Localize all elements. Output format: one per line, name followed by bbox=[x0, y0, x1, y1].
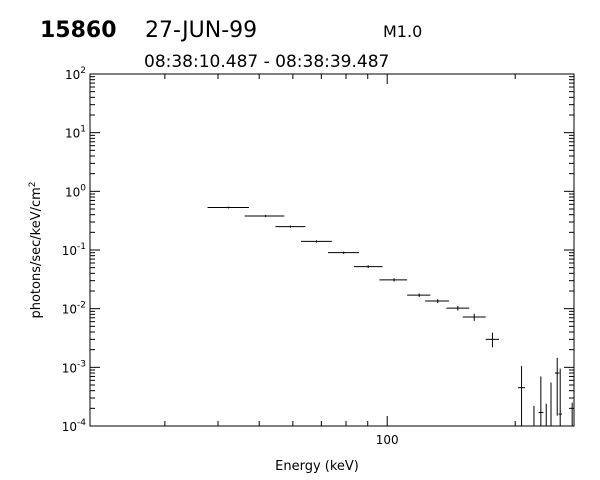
y-axis-label: photons/sec/keV/cm2 bbox=[28, 181, 44, 318]
data-point bbox=[353, 265, 383, 269]
data-point bbox=[571, 402, 574, 427]
data-point bbox=[425, 299, 450, 303]
y-tick-label-exponent: -1 bbox=[77, 242, 86, 252]
time-range: 08:38:10.487 - 08:38:39.487 bbox=[144, 52, 389, 72]
data-point bbox=[328, 251, 359, 254]
observation-date: 27-JUN-99 bbox=[145, 18, 257, 43]
y-tick-label-exponent: 2 bbox=[80, 66, 86, 76]
y-tick-label-base: 10 bbox=[65, 185, 80, 199]
y-tick-label-base: 10 bbox=[62, 361, 77, 375]
data-point bbox=[446, 306, 470, 311]
data-point bbox=[300, 240, 332, 243]
y-tick-label-exponent: 1 bbox=[80, 125, 86, 135]
x-tick-label: 100 bbox=[376, 433, 399, 447]
y-tick-label-base: 10 bbox=[65, 127, 80, 141]
y-tick-label: 102 bbox=[65, 66, 86, 82]
y-axis-label-text: photons/sec/keV/cm bbox=[29, 187, 44, 318]
data-point bbox=[244, 214, 285, 218]
y-tick-label: 10-3 bbox=[62, 359, 86, 375]
y-tick-label-exponent: -3 bbox=[77, 359, 86, 369]
y-tick-label-base: 10 bbox=[65, 68, 80, 82]
plot-frame bbox=[89, 73, 575, 427]
x-tick-labels: 100 bbox=[376, 433, 399, 447]
data-point bbox=[544, 403, 548, 427]
y-tick-label-exponent: -2 bbox=[77, 301, 86, 311]
data-point bbox=[379, 278, 408, 282]
data-point bbox=[485, 332, 499, 348]
x-axis-label: Energy (keV) bbox=[275, 459, 359, 474]
data-point bbox=[462, 313, 486, 321]
data-points bbox=[207, 206, 574, 427]
y-tick-label-base: 10 bbox=[62, 244, 77, 258]
data-point bbox=[275, 225, 306, 228]
y-tick-label: 10-4 bbox=[62, 418, 87, 434]
axis-ticks bbox=[89, 73, 574, 427]
y-tick-label-base: 10 bbox=[62, 420, 77, 434]
data-point bbox=[558, 368, 562, 426]
data-point bbox=[207, 206, 249, 209]
y-tick-label-base: 10 bbox=[62, 303, 77, 317]
data-point bbox=[407, 293, 431, 298]
data-point bbox=[538, 376, 544, 426]
data-point bbox=[532, 405, 536, 427]
flare-class: M1.0 bbox=[383, 22, 422, 41]
y-tick-label: 10-2 bbox=[62, 301, 86, 317]
y-tick-label-exponent: -4 bbox=[77, 418, 86, 428]
y-tick-label: 10-1 bbox=[62, 242, 86, 258]
y-tick-label: 100 bbox=[65, 183, 86, 199]
data-point bbox=[549, 382, 552, 427]
data-point bbox=[517, 366, 526, 426]
event-id: 15860 bbox=[40, 18, 117, 43]
data-point bbox=[554, 357, 560, 416]
y-tick-label: 101 bbox=[65, 125, 86, 141]
y-tick-label-exponent: 0 bbox=[80, 183, 86, 193]
y-axis-label-superscript: 2 bbox=[28, 181, 38, 187]
